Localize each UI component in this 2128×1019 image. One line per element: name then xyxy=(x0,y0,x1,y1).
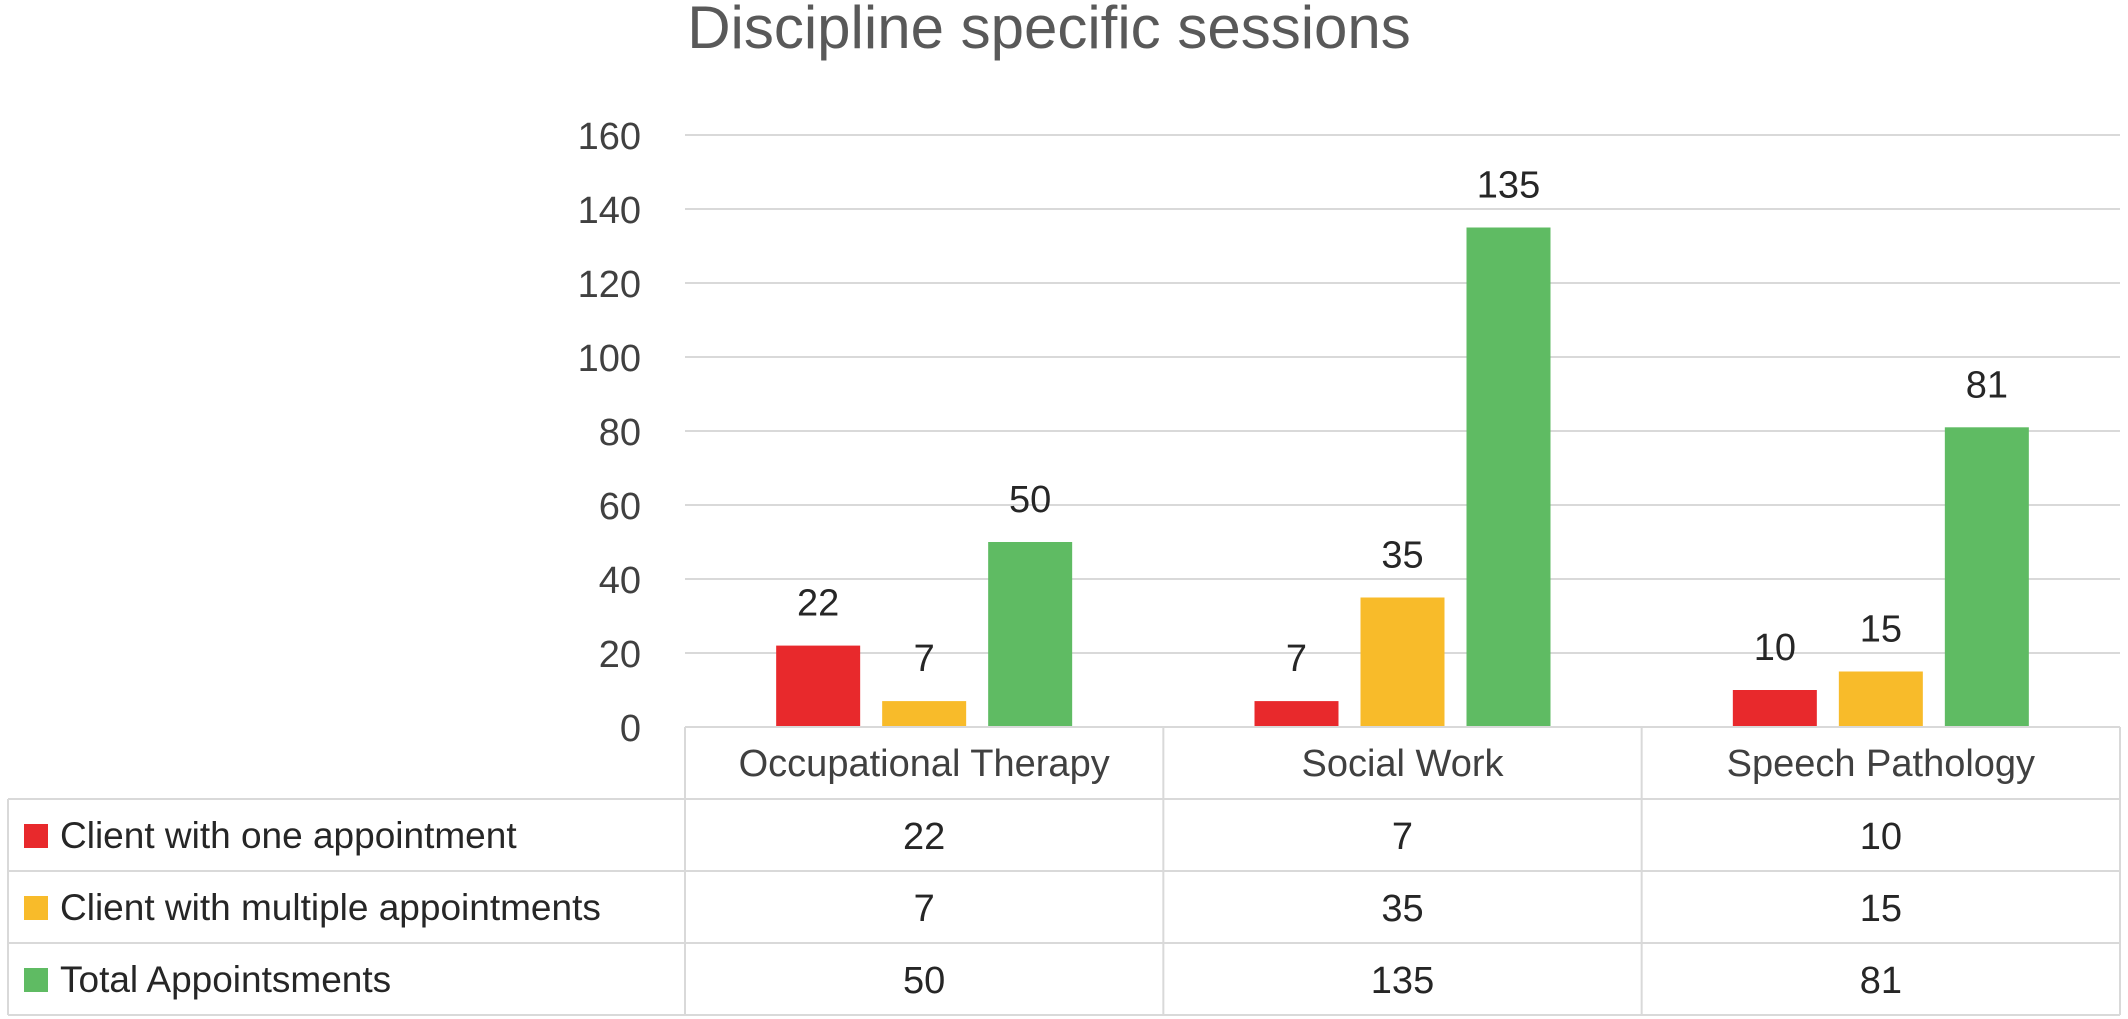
bar-data-label: 15 xyxy=(1860,609,1902,651)
x-category-label: Social Work xyxy=(1301,743,1504,785)
bar xyxy=(1944,427,2029,727)
bar xyxy=(1254,701,1339,727)
legend-key xyxy=(24,968,48,992)
bar xyxy=(1360,597,1445,727)
bar-data-label: 7 xyxy=(914,638,935,680)
bar xyxy=(1466,227,1551,727)
bar xyxy=(776,645,861,727)
x-category-label: Speech Pathology xyxy=(1727,743,2035,785)
table-value: 50 xyxy=(903,960,945,1002)
bar xyxy=(988,542,1073,727)
bars xyxy=(776,227,2029,727)
x-category-label: Occupational Therapy xyxy=(739,743,1110,785)
gridlines xyxy=(685,134,2120,654)
y-axis-tick-labels: 0 20 40 60 80 100 120 140 160 xyxy=(578,116,641,750)
table-value: 35 xyxy=(1381,888,1423,930)
y-tick-label: 20 xyxy=(599,634,641,676)
legend-series-name: Client with multiple appointments xyxy=(60,887,601,928)
legend-key xyxy=(24,824,48,848)
bar-data-labels: 22 7 50 7 35 135 10 15 81 xyxy=(797,165,2008,681)
table-value: 7 xyxy=(1392,816,1413,858)
table-value: 81 xyxy=(1860,960,1902,1002)
data-table: Occupational Therapy Social Work Speech Pa… xyxy=(7,726,2121,1016)
bar xyxy=(1838,671,1923,727)
bar xyxy=(1732,690,1817,727)
bar-data-label: 135 xyxy=(1477,165,1540,207)
bar-data-label: 10 xyxy=(1754,627,1796,669)
table-value: 135 xyxy=(1371,960,1434,1002)
y-tick-label: 60 xyxy=(599,486,641,528)
y-tick-label: 40 xyxy=(599,560,641,602)
legend-series-name: Client with one appointment xyxy=(60,815,517,856)
chart-title: Discipline specific sessions xyxy=(687,0,1411,61)
legend-key xyxy=(24,896,48,920)
y-tick-label: 0 xyxy=(620,708,641,750)
bar-data-label: 7 xyxy=(1286,638,1307,680)
table-value: 7 xyxy=(914,888,935,930)
y-tick-label: 120 xyxy=(578,264,641,306)
y-tick-label: 100 xyxy=(578,338,641,380)
bar-data-label: 22 xyxy=(797,583,839,625)
bar xyxy=(882,701,967,727)
y-tick-label: 140 xyxy=(578,190,641,232)
legend-series-name: Total Appointsments xyxy=(60,959,391,1000)
table-value: 10 xyxy=(1860,816,1902,858)
bar-data-label: 35 xyxy=(1381,535,1423,577)
table-value: 15 xyxy=(1860,888,1902,930)
y-tick-label: 80 xyxy=(599,412,641,454)
bar-data-label: 50 xyxy=(1009,479,1051,521)
bar-data-label: 81 xyxy=(1966,364,2008,406)
table-value: 22 xyxy=(903,816,945,858)
y-tick-label: 160 xyxy=(578,116,641,158)
